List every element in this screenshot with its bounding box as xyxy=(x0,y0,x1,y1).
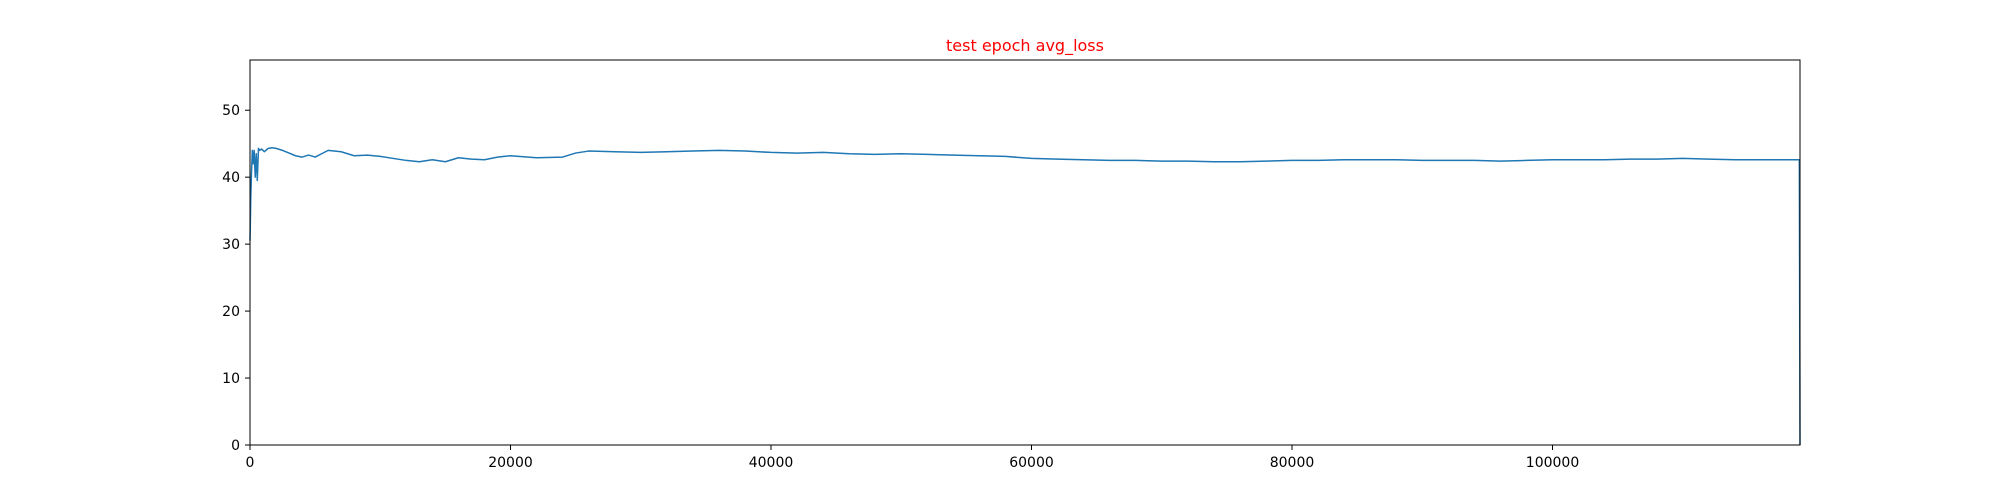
x-axis: 0 20000 40000 60000 80000 100000 xyxy=(246,445,1579,471)
y-tick-label: 20 xyxy=(222,304,240,320)
series-line xyxy=(249,146,1801,446)
x-tick-label: 20000 xyxy=(488,455,533,471)
y-tick-label: 0 xyxy=(231,438,240,454)
x-tick-label: 0 xyxy=(246,455,255,471)
y-tick-label: 40 xyxy=(222,170,240,186)
x-tick-label: 40000 xyxy=(749,455,794,471)
y-tick-label: 50 xyxy=(222,103,240,119)
y-axis: 0 10 20 30 40 50 xyxy=(222,103,250,454)
y-tick-label: 10 xyxy=(222,371,240,387)
plot-frame xyxy=(249,59,1801,446)
chart-title: test epoch avg_loss xyxy=(946,36,1104,56)
x-tick-label: 60000 xyxy=(1009,455,1054,471)
x-tick-label: 80000 xyxy=(1270,455,1315,471)
x-tick-label: 100000 xyxy=(1526,455,1579,471)
y-tick-label: 30 xyxy=(222,237,240,253)
